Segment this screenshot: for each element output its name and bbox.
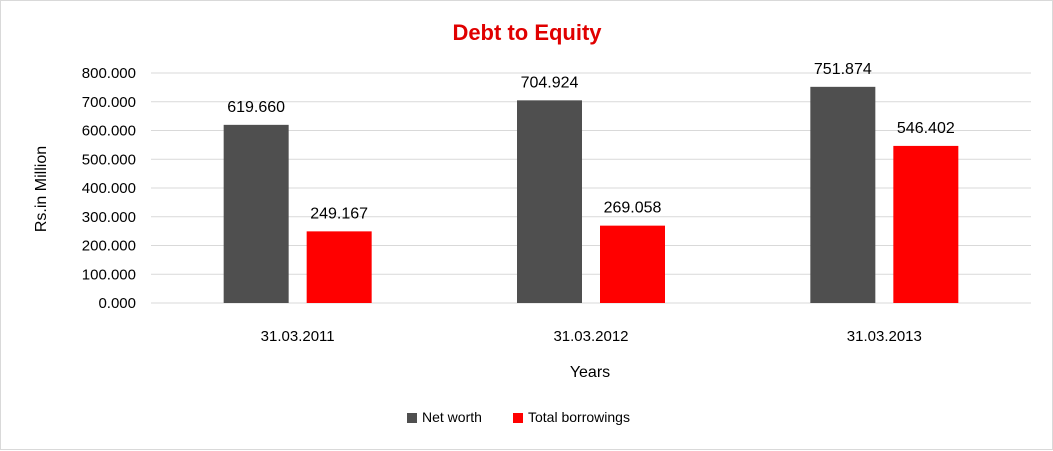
data-label: 619.660 (227, 99, 285, 116)
y-tick-label: 600.000 (82, 123, 136, 140)
y-tick-label: 100.000 (82, 266, 136, 283)
x-tick-label: 31.03.2012 (553, 328, 628, 345)
data-label: 269.058 (604, 200, 662, 217)
y-axis-ticks: 0.000 100.000 200.000 300.000 400.000 500.000… (82, 65, 136, 312)
gridlines (151, 72, 1031, 304)
bar (223, 124, 289, 303)
y-tick-label: 0.000 (98, 295, 136, 312)
bars (223, 86, 959, 303)
legend-label: Net worth (422, 409, 482, 425)
legend-swatch (513, 413, 523, 423)
bar (893, 145, 959, 303)
data-label: 546.402 (897, 120, 955, 137)
x-tick-label: 31.03.2011 (261, 328, 335, 345)
x-tick-label: 31.03.2013 (847, 328, 922, 345)
y-tick-label: 800.000 (82, 65, 136, 82)
data-label: 751.874 (814, 61, 872, 78)
legend-swatch (407, 413, 417, 423)
bar (600, 225, 665, 303)
y-tick-label: 400.000 (82, 180, 136, 197)
bar (810, 86, 876, 303)
data-label: 704.924 (521, 74, 579, 91)
y-axis-title: Rs.in Million (33, 146, 50, 232)
chart-title: Debt to Equity (452, 20, 602, 45)
x-axis-ticks: 31.03.2011 31.03.2012 31.03.2013 (261, 328, 922, 345)
bar (517, 100, 582, 303)
y-tick-label: 300.000 (82, 209, 136, 226)
data-label: 249.167 (310, 205, 368, 222)
legend: Net worth Total borrowings (407, 409, 630, 425)
bar (306, 231, 372, 303)
y-tick-label: 500.000 (82, 151, 136, 168)
legend-label: Total borrowings (528, 409, 630, 425)
x-axis-title: Years (570, 364, 610, 381)
data-labels: 619.660 249.167 704.924 269.058 751.874 546.4… (227, 61, 955, 223)
y-tick-label: 700.000 (82, 94, 136, 111)
y-tick-label: 200.000 (82, 238, 136, 255)
